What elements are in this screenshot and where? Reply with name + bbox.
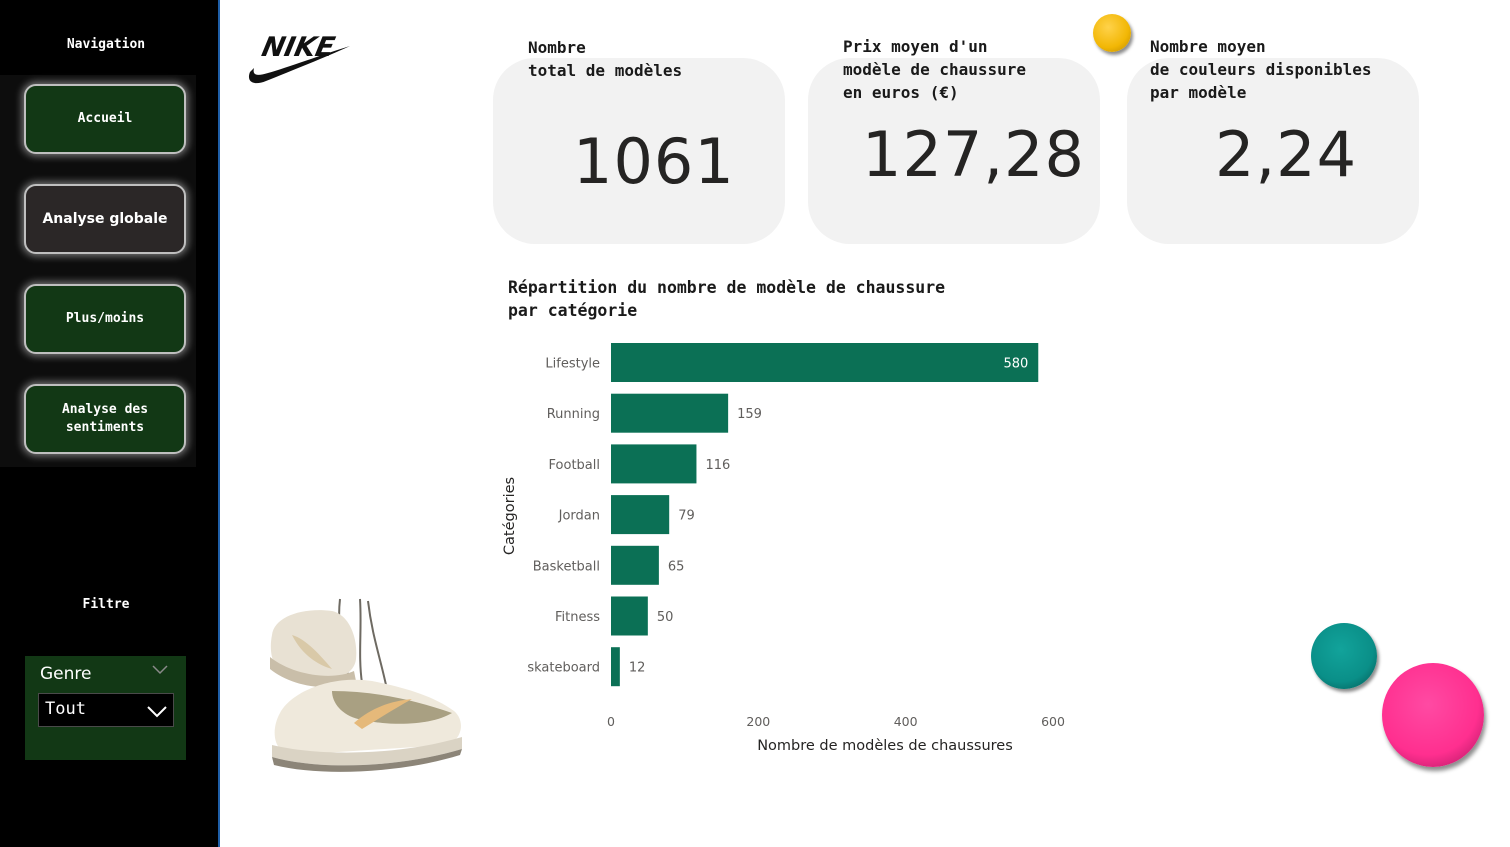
kpi-card-average-colors [1127, 58, 1419, 244]
category-label: Basketball [533, 559, 600, 574]
bar [611, 393, 729, 433]
nav-button-label: Analyse des sentiments [61, 402, 149, 435]
filter-title: Filtre [82, 597, 130, 612]
decor-circle-pink [1382, 663, 1484, 767]
nav-button-label: Accueil [77, 111, 133, 126]
genre-dropdown[interactable]: Tout [38, 693, 174, 727]
nav-button-accueil[interactable]: Accueil [24, 84, 186, 154]
kpi-value-average-price: 127,28 [862, 118, 1085, 191]
genre-selected-value: Tout [45, 699, 86, 719]
nav-button-label: Plus/moins [65, 311, 145, 326]
bar [611, 596, 648, 636]
kpi-title-total-models: Nombre total de modèles [528, 38, 683, 80]
x-tick-label: 0 [607, 714, 615, 729]
kpi-title-average-colors: Nombre moyen de couleurs disponibles par… [1150, 37, 1372, 102]
kpi-card-total-models [493, 58, 785, 244]
sneakers-image [270, 598, 462, 772]
data-label: 12 [629, 661, 646, 676]
sidebar: Navigation Accueil Analyse globale Plus/… [0, 0, 218, 847]
category-label: Running [547, 407, 600, 422]
category-label: Lifestyle [545, 357, 600, 372]
chart-title: Répartition du nombre de modèle de chaus… [508, 278, 946, 320]
data-label: 116 [705, 458, 730, 473]
x-tick-label: 200 [746, 714, 770, 729]
nav-button-analyse-sentiments[interactable]: Analyse des sentiments [24, 384, 186, 454]
decor-circle-teal [1311, 623, 1377, 689]
nav-button-label: Analyse globale [42, 211, 168, 227]
data-label: 580 [1003, 357, 1028, 372]
kpi-value-total-models: 1061 [573, 125, 735, 198]
bar [611, 495, 670, 535]
x-tick-label: 400 [894, 714, 918, 729]
data-label: 79 [678, 509, 695, 524]
category-label: Football [549, 458, 600, 473]
nav-title: Navigation [66, 37, 146, 52]
category-label: Fitness [555, 610, 600, 625]
nike-logo: NIKE [248, 32, 350, 84]
nav-button-plus-moins[interactable]: Plus/moins [24, 284, 186, 354]
bar [611, 545, 659, 585]
kpi-card-average-price [808, 58, 1100, 244]
chevron-down-icon [147, 706, 167, 718]
sneaker-top [270, 610, 357, 688]
bar-chart: Lifestyle 580 Running 159 Football 116 Jordan 7… [502, 343, 1065, 754]
data-label: 65 [668, 559, 685, 574]
kpi-value-average-colors: 2,24 [1215, 118, 1358, 191]
swoosh-icon [248, 46, 350, 84]
data-label: 159 [737, 407, 762, 422]
bar [611, 647, 620, 687]
bar [611, 444, 697, 484]
genre-slicer: Genre Tout [25, 656, 186, 760]
nike-logo-text: NIKE [259, 32, 338, 63]
kpi-title-average-price: Prix moyen d'un modèle de chaussure en e… [843, 37, 1027, 102]
y-axis-title: Catégories [502, 477, 518, 555]
chevron-down-icon[interactable] [151, 662, 169, 676]
category-label: Jordan [558, 509, 600, 524]
x-axis-title: Nombre de modèles de chaussures [757, 738, 1013, 754]
x-tick-label: 600 [1041, 714, 1065, 729]
bar [611, 343, 1039, 382]
decor-circle-yellow [1093, 14, 1131, 52]
nav-button-analyse-globale[interactable]: Analyse globale [24, 184, 186, 254]
data-label: 50 [657, 610, 674, 625]
genre-slicer-label: Genre [40, 664, 92, 684]
sidebar-border [218, 0, 220, 847]
sneaker-bottom [272, 679, 462, 772]
category-label: skateboard [527, 661, 600, 676]
